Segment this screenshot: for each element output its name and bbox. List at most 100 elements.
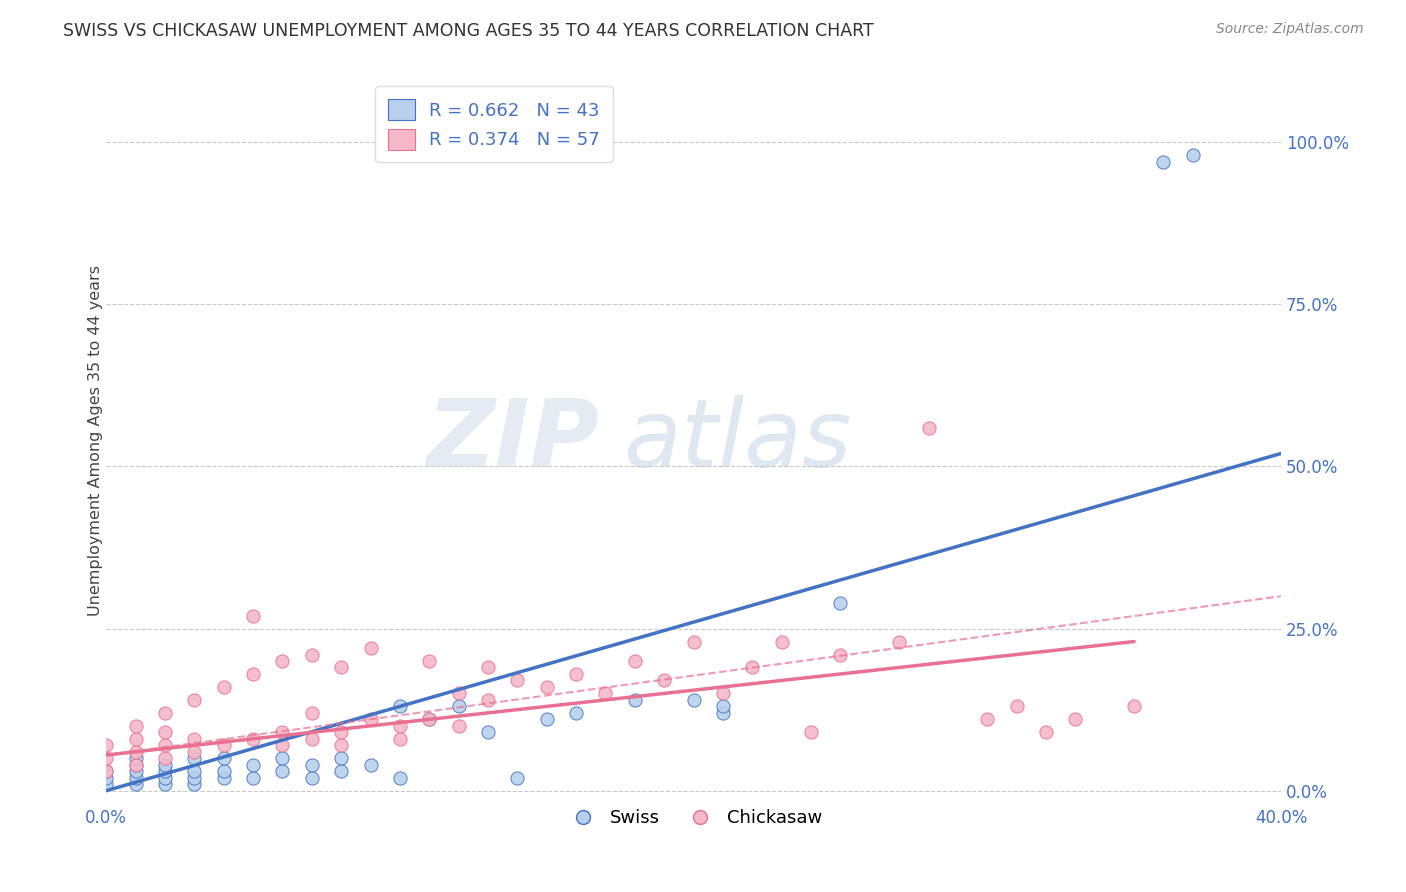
Point (212, 764, 235, 779)
Point (271, 751, 294, 765)
Text: SWISS VS CHICKASAW UNEMPLOYMENT AMONG AGES 35 TO 44 YEARS CORRELATION CHART: SWISS VS CHICKASAW UNEMPLOYMENT AMONG AG… (63, 22, 875, 40)
Point (1153, 154, 1175, 169)
Point (565, 667, 588, 681)
Point (682, 634, 704, 648)
Point (301, 771, 323, 785)
Point (330, 739, 353, 753)
Point (271, 654, 294, 668)
Point (124, 751, 146, 765)
Point (536, 680, 558, 694)
Point (447, 719, 470, 733)
Point (271, 739, 294, 753)
Text: atlas: atlas (623, 395, 852, 486)
Point (301, 731, 323, 746)
Point (477, 693, 499, 707)
Point (183, 751, 205, 765)
Point (242, 771, 264, 785)
Point (124, 745, 146, 759)
Point (595, 686, 617, 700)
Point (1123, 699, 1146, 714)
Point (360, 757, 382, 772)
Point (477, 660, 499, 674)
Point (1035, 725, 1057, 739)
Point (124, 719, 146, 733)
Point (96, 764, 118, 779)
Point (153, 739, 176, 753)
Point (212, 751, 235, 765)
Point (418, 654, 440, 668)
Point (624, 693, 647, 707)
Point (917, 420, 939, 434)
Point (212, 771, 235, 785)
Point (330, 764, 353, 779)
Point (96, 777, 118, 791)
Y-axis label: Unemployment Among Ages 35 to 44 years: Unemployment Among Ages 35 to 44 years (87, 265, 103, 616)
Point (212, 680, 235, 694)
Point (153, 771, 176, 785)
Point (242, 608, 264, 623)
Point (124, 771, 146, 785)
Point (183, 693, 205, 707)
Point (360, 712, 382, 726)
Point (624, 654, 647, 668)
Point (830, 596, 852, 610)
Point (330, 725, 353, 739)
Point (418, 712, 440, 726)
Point (330, 751, 353, 765)
Point (153, 757, 176, 772)
Point (301, 706, 323, 720)
Point (770, 634, 793, 648)
Point (212, 739, 235, 753)
Point (183, 745, 205, 759)
Point (96, 751, 118, 765)
Point (388, 719, 411, 733)
Point (652, 673, 675, 688)
Point (301, 648, 323, 662)
Point (565, 706, 588, 720)
Text: ZIP: ZIP (427, 394, 599, 486)
Point (124, 777, 146, 791)
Point (682, 693, 704, 707)
Point (301, 757, 323, 772)
Legend: Swiss, Chickasaw: Swiss, Chickasaw (558, 802, 830, 835)
Point (477, 725, 499, 739)
Point (183, 777, 205, 791)
Point (96, 739, 118, 753)
Point (153, 751, 176, 765)
Point (96, 764, 118, 779)
Point (741, 660, 763, 674)
Point (124, 757, 146, 772)
Point (96, 771, 118, 785)
Point (388, 771, 411, 785)
Point (153, 777, 176, 791)
Point (976, 712, 998, 726)
Point (124, 731, 146, 746)
Point (271, 725, 294, 739)
Point (1064, 712, 1087, 726)
Point (242, 731, 264, 746)
Point (1181, 148, 1204, 162)
Text: Source: ZipAtlas.com: Source: ZipAtlas.com (1216, 22, 1364, 37)
Point (1005, 699, 1028, 714)
Point (242, 757, 264, 772)
Point (183, 764, 205, 779)
Point (889, 634, 911, 648)
Point (360, 640, 382, 655)
Point (124, 757, 146, 772)
Point (711, 706, 734, 720)
Point (536, 712, 558, 726)
Point (800, 725, 823, 739)
Point (711, 699, 734, 714)
Point (330, 660, 353, 674)
Point (388, 699, 411, 714)
Point (711, 686, 734, 700)
Point (506, 771, 529, 785)
Point (447, 686, 470, 700)
Point (388, 731, 411, 746)
Point (153, 764, 176, 779)
Point (271, 764, 294, 779)
Point (242, 667, 264, 681)
Point (418, 712, 440, 726)
Point (183, 771, 205, 785)
Point (830, 648, 852, 662)
